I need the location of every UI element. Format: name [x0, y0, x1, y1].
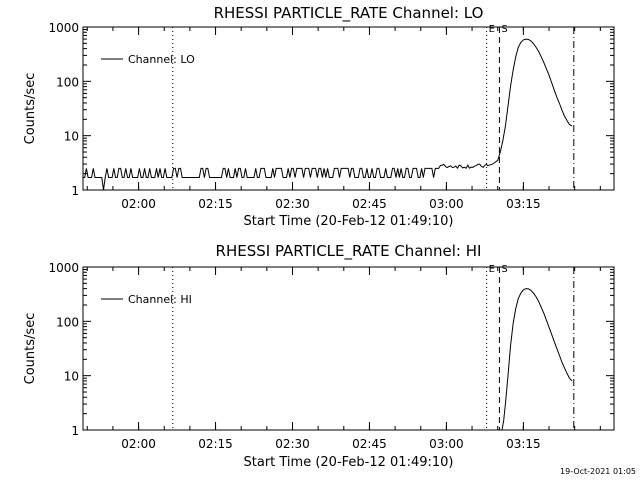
x-axis-label: Start Time (20-Feb-12 01:49:10) — [244, 455, 454, 470]
y-tick-label: 100 — [56, 315, 79, 329]
series-line — [83, 38, 573, 191]
x-tick-label: 02:00 — [121, 197, 156, 211]
x-tick-label: 03:15 — [506, 437, 541, 451]
footer-timestamp: 19-Oct-2021 01:05 — [560, 467, 636, 476]
x-tick-label: 02:15 — [198, 197, 233, 211]
x-tick-label: 02:15 — [198, 437, 233, 451]
x-tick-label: 02:00 — [121, 437, 156, 451]
x-tick-label: 03:00 — [429, 197, 464, 211]
plot-frame — [82, 26, 615, 191]
y-tick-label: 10 — [64, 130, 79, 144]
chart-title: RHESSI PARTICLE_RATE Channel: LO — [214, 4, 484, 23]
marker-label-s: S — [501, 24, 507, 35]
x-tick-label: 02:30 — [275, 197, 310, 211]
x-tick-label: 03:00 — [429, 437, 464, 451]
legend-label: Channel: LO — [128, 53, 195, 66]
y-tick-label: 1 — [71, 424, 79, 438]
marker-label-e: E — [489, 24, 495, 35]
y-tick-label: 1000 — [48, 261, 79, 275]
marker-label-s: S — [501, 264, 507, 275]
x-tick-label: 02:45 — [352, 437, 387, 451]
y-tick-label: 100 — [56, 75, 79, 89]
x-tick-label: 02:30 — [275, 437, 310, 451]
plot-frame — [82, 266, 615, 431]
y-tick-label: 1 — [71, 184, 79, 198]
y-tick-label: 1000 — [48, 21, 79, 35]
x-axis-label: Start Time (20-Feb-12 01:49:10) — [244, 214, 454, 229]
y-axis-label: Counts/sec — [23, 313, 38, 385]
marker-label-e: E — [489, 264, 495, 275]
chart-title: RHESSI PARTICLE_RATE Channel: HI — [216, 242, 482, 261]
x-tick-label: 03:15 — [506, 197, 541, 211]
x-tick-label: 02:45 — [352, 197, 387, 211]
series-line — [501, 288, 573, 431]
y-axis-label: Counts/sec — [23, 73, 38, 145]
y-tick-label: 10 — [64, 370, 79, 384]
legend-label: Channel: HI — [128, 293, 192, 306]
